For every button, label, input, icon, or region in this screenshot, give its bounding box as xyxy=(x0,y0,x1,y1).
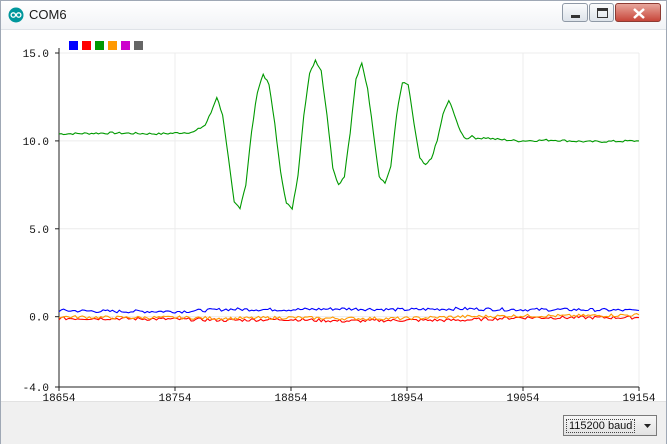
series-line xyxy=(58,313,640,321)
series-line xyxy=(58,306,640,314)
y-tick-label: 5.0 xyxy=(29,225,49,237)
y-tick-label: 10.0 xyxy=(23,137,49,149)
baud-rate-value: 115200 baud xyxy=(566,419,636,433)
y-tick-label: 15.0 xyxy=(23,49,49,61)
window-title: COM6 xyxy=(29,7,67,22)
close-icon xyxy=(633,8,645,19)
maximize-icon xyxy=(597,8,608,18)
legend-swatch xyxy=(82,41,91,50)
plot-area: 15.0 10.0 5.0 0.0 -4.0 18654 18754 18854 18954 19… xyxy=(1,30,666,401)
baud-rate-select[interactable]: 115200 baud xyxy=(563,415,657,436)
legend-swatch xyxy=(134,41,143,50)
y-tick-label: -4.0 xyxy=(23,383,49,395)
minimize-button[interactable] xyxy=(562,3,588,22)
x-tick-label: 19154 xyxy=(622,393,655,401)
chevron-down-icon xyxy=(644,424,651,428)
close-button[interactable] xyxy=(615,3,661,22)
maximize-button[interactable] xyxy=(589,3,614,22)
x-tick-label: 18854 xyxy=(274,393,307,401)
legend-swatch xyxy=(69,41,78,50)
arduino-icon xyxy=(8,7,24,23)
series-line xyxy=(58,315,640,323)
x-tick-label: 18954 xyxy=(390,393,423,401)
series-line xyxy=(58,58,640,211)
legend-swatch xyxy=(108,41,117,50)
x-tick-label: 18654 xyxy=(42,393,75,401)
x-tick-label: 19054 xyxy=(506,393,539,401)
y-tick-label: 0.0 xyxy=(29,313,49,325)
x-tick-label: 18754 xyxy=(158,393,191,401)
minimize-icon xyxy=(571,15,580,18)
status-bar: 115200 baud xyxy=(1,401,666,444)
legend-swatch xyxy=(95,41,104,50)
title-bar[interactable]: COM6 xyxy=(1,1,666,30)
legend-swatch xyxy=(121,41,130,50)
